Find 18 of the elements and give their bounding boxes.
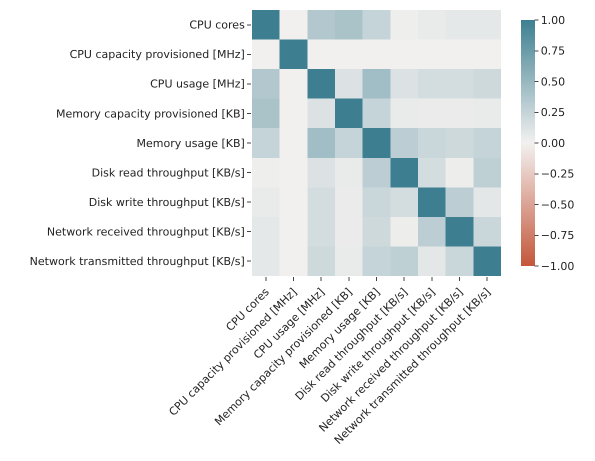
- color-bar-label: 0.50: [540, 75, 566, 88]
- y-tick-label: CPU cores: [189, 18, 246, 32]
- color-bar-label: 1.00: [540, 14, 566, 27]
- y-tick-label: Memory capacity provisioned [KB]: [56, 107, 245, 120]
- y-tick-label: CPU capacity provisioned [MHz]: [70, 48, 245, 62]
- y-tick-label: CPU usage [MHz]: [150, 78, 245, 91]
- color-bar-label: −0.75: [540, 229, 574, 242]
- y-tick-label: Memory usage [KB]: [136, 136, 245, 150]
- color-bar-label: 0.25: [540, 106, 566, 120]
- y-tick-label: Disk read throughput [KB/s]: [92, 166, 245, 180]
- color-bar-label: −0.25: [540, 168, 574, 181]
- color-bar-label: −1.00: [540, 260, 574, 273]
- color-bar-label: 0.75: [540, 44, 566, 58]
- color-bar-label: −0.50: [540, 198, 574, 212]
- y-tick-label: Disk write throughput [KB/s]: [88, 196, 245, 209]
- color-bar-label: 0.00: [540, 136, 566, 150]
- y-tick-label: Network transmitted throughput [KB/s]: [30, 255, 245, 268]
- y-tick-label: Network received throughput [KB/s]: [46, 226, 245, 239]
